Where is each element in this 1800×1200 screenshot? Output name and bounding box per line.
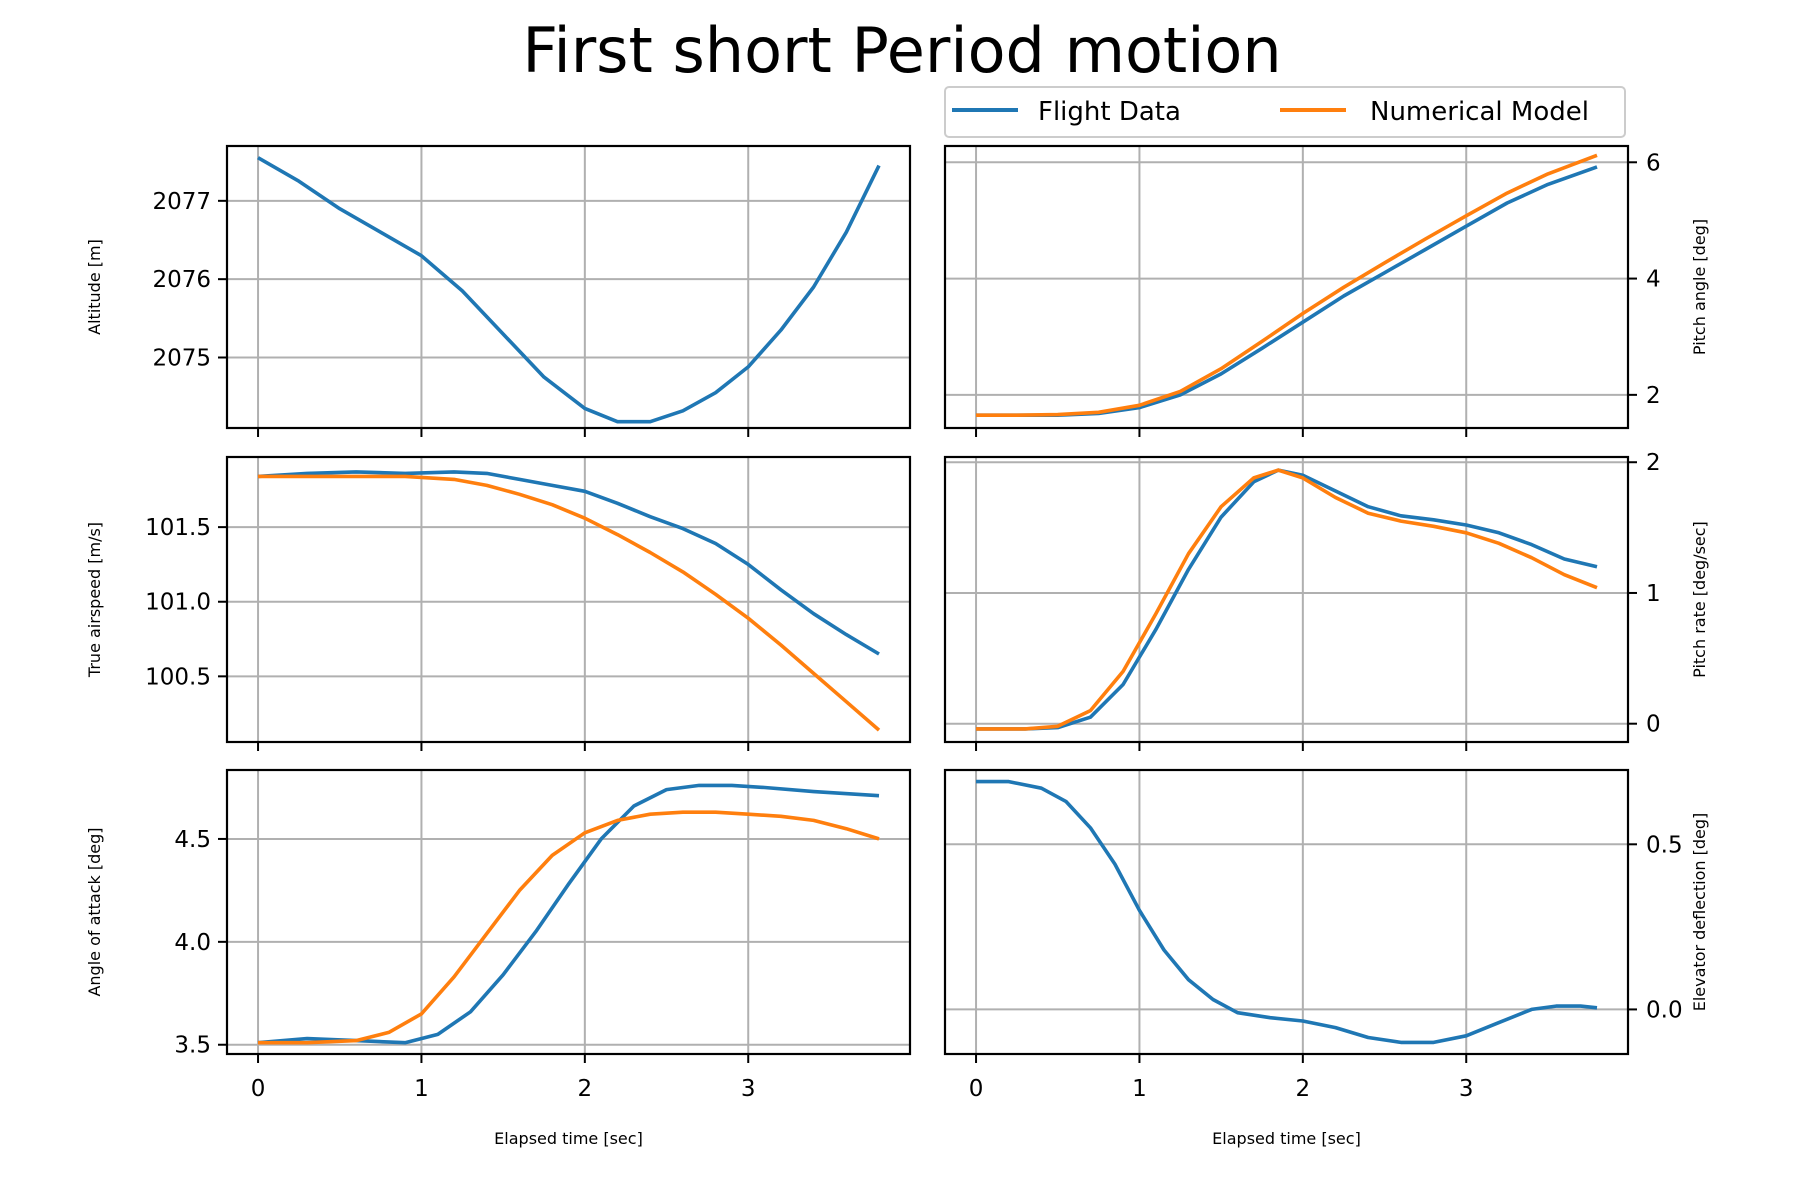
angle-of-attack-axes-frame — [225, 768, 912, 1056]
altitude-series-flight-data — [257, 156, 881, 424]
subplot-elevator-deflection: 0 1 2 3 0.0 0.5 Elevator deflection [deg] Elaps… — [943, 768, 1709, 1148]
angle-of-attack-ytick-label-3-5: 3.5 — [174, 1033, 211, 1059]
pitch-rate-series-numerical-model — [976, 468, 1598, 731]
pitch-angle-ylabel: Pitch angle [deg] — [1690, 219, 1709, 355]
pitch-angle-ytick-label-4: 4 — [1646, 267, 1661, 293]
subplot-pitch-angle: 2 4 6 Pitch angle [deg] — [943, 144, 1709, 437]
subplot-pitch-rate: 0 1 2 Pitch rate [deg/sec] — [943, 450, 1709, 751]
angle-of-attack-xtick-label-3: 3 — [741, 1076, 756, 1102]
angle-of-attack-ylabel: Angle of attack [deg] — [85, 827, 104, 996]
elevator-deflection-ytick-label-0-5: 0.5 — [1646, 832, 1683, 858]
pitch-rate-ytick-label-2: 2 — [1646, 450, 1661, 476]
pitch-rate-ytick-label-1: 1 — [1646, 581, 1661, 607]
altitude-ytick-label-2076: 2076 — [152, 267, 211, 293]
altitude-ytick-label-2077: 2077 — [152, 189, 211, 215]
angle-of-attack-xtick-label-2: 2 — [578, 1076, 593, 1102]
legend-label-flight-data: Flight Data — [1038, 97, 1181, 127]
pitch-angle-axes-frame — [943, 144, 1630, 430]
angle-of-attack-ytick-label-4-5: 4.5 — [174, 827, 211, 853]
pitch-rate-axes-frame — [943, 455, 1630, 744]
elevator-deflection-ylabel: Elevator deflection [deg] — [1690, 813, 1709, 1012]
altitude-axes-frame — [225, 144, 912, 430]
elevator-deflection-ytick-label-0-0: 0.0 — [1646, 997, 1683, 1023]
true-airspeed-ytick-label-101-0: 101.0 — [145, 590, 211, 616]
angle-of-attack-xlabel: Elapsed time [sec] — [494, 1129, 643, 1148]
true-airspeed-ytick-label-101-5: 101.5 — [145, 515, 211, 541]
angle-of-attack-xtick-label-0: 0 — [251, 1076, 266, 1102]
legend-label-numerical-model: Numerical Model — [1370, 97, 1589, 127]
figure-title: First short Period motion — [522, 14, 1281, 87]
subplot-altitude: 2075 2076 2077 Altitude [m] — [85, 144, 912, 437]
legend: Flight Data Numerical Model — [944, 86, 1626, 138]
pitch-angle-ytick-label-2: 2 — [1646, 383, 1661, 409]
elevator-deflection-xtick-label-2: 2 — [1296, 1076, 1311, 1102]
pitch-angle-ytick-label-6: 6 — [1646, 150, 1661, 176]
true-airspeed-axes-frame — [225, 455, 912, 744]
elevator-deflection-series-flight-data — [976, 779, 1598, 1045]
subplot-angle-of-attack: 0 1 2 3 3.5 4.0 4.5 Angle of attack [deg] Elapse… — [85, 768, 912, 1148]
true-airspeed-ytick-label-100-5: 100.5 — [145, 664, 211, 690]
elevator-deflection-xlabel: Elapsed time [sec] — [1212, 1129, 1361, 1148]
elevator-deflection-xtick-label-0: 0 — [969, 1076, 984, 1102]
angle-of-attack-xtick-label-1: 1 — [414, 1076, 429, 1102]
pitch-rate-ylabel: Pitch rate [deg/sec] — [1690, 521, 1709, 678]
pitch-rate-ytick-label-0: 0 — [1646, 712, 1661, 738]
pitch-angle-series-numerical-model — [976, 153, 1598, 418]
angle-of-attack-series-flight-data — [257, 783, 880, 1045]
elevator-deflection-xtick-label-3: 3 — [1459, 1076, 1474, 1102]
angle-of-attack-series-numerical-model — [258, 810, 880, 1045]
altitude-ylabel: Altitude [m] — [85, 239, 104, 335]
true-airspeed-ylabel: True airspeed [m/s] — [85, 522, 104, 678]
angle-of-attack-ytick-label-4-0: 4.0 — [174, 930, 211, 956]
elevator-deflection-axes-frame — [943, 768, 1630, 1056]
true-airspeed-series-flight-data — [257, 470, 880, 656]
altitude-ytick-label-2075: 2075 — [152, 346, 211, 372]
true-airspeed-series-numerical-model — [258, 474, 881, 732]
subplot-true-airspeed: 100.5 101.0 101.5 True airspeed [m/s] — [85, 455, 912, 751]
elevator-deflection-xtick-label-1: 1 — [1132, 1076, 1147, 1102]
